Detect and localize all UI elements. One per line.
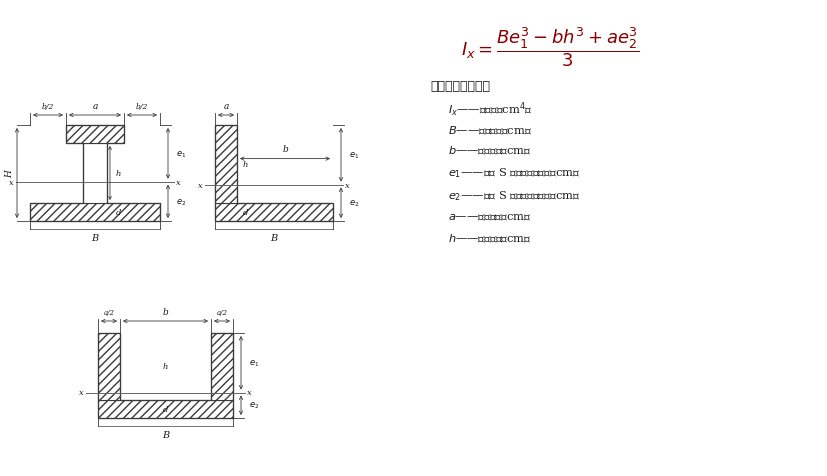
Bar (215, 126, 237, 204)
Text: $e_2$: $e_2$ (249, 400, 260, 411)
Text: d: d (243, 208, 248, 217)
Text: a/2: a/2 (217, 308, 227, 317)
Bar (30, 204, 160, 221)
Text: x: x (345, 181, 350, 189)
Text: b: b (163, 307, 169, 317)
Bar (215, 204, 333, 221)
Text: $e_2$: $e_2$ (176, 197, 186, 207)
Text: x: x (79, 389, 84, 397)
Text: $e_2$: $e_2$ (349, 198, 359, 208)
Text: $e_1$——重心 S 到相应边的距离（cm）: $e_1$——重心 S 到相应边的距离（cm） (448, 166, 580, 179)
Text: $a$——如图所示（cm）: $a$——如图所示（cm） (448, 211, 531, 221)
Bar (211, 333, 233, 400)
Text: a: a (223, 102, 229, 111)
Text: B: B (162, 430, 169, 439)
Text: b/2: b/2 (136, 103, 148, 111)
Text: a/2: a/2 (103, 308, 114, 317)
Text: $b$——如图所示（cm）: $b$——如图所示（cm） (448, 144, 532, 156)
Text: $e_1$: $e_1$ (176, 149, 186, 159)
Text: h: h (243, 161, 248, 169)
Text: b/2: b/2 (42, 103, 55, 111)
Bar (98, 400, 233, 418)
Text: x: x (9, 178, 14, 186)
Text: $I_x = \dfrac{Be_1^3 - bh^3 + ae_2^3}{3}$: $I_x = \dfrac{Be_1^3 - bh^3 + ae_2^3}{3}… (461, 25, 639, 69)
Text: B: B (92, 234, 98, 242)
Text: $e_1$: $e_1$ (249, 358, 260, 368)
Bar (215, 126, 237, 204)
Bar (30, 204, 160, 221)
Text: $B$——如图所示（cm）: $B$——如图所示（cm） (448, 124, 532, 136)
Text: h: h (163, 363, 168, 371)
Bar (211, 333, 233, 400)
Text: H: H (6, 170, 15, 178)
Text: x: x (198, 181, 203, 189)
Text: $h$——如图所示（cm）: $h$——如图所示（cm） (448, 231, 532, 243)
Text: b: b (282, 144, 288, 153)
Bar (98, 333, 120, 400)
Text: 符号意义及单位：: 符号意义及单位： (430, 80, 490, 93)
Bar (66, 126, 124, 144)
Bar (66, 126, 124, 144)
Text: d: d (163, 405, 168, 413)
Bar (98, 333, 120, 400)
Text: a: a (93, 102, 98, 111)
Text: $I_x$——惯性矩（cm$^4$）: $I_x$——惯性矩（cm$^4$） (448, 100, 533, 119)
Text: $e_2$——重心 S 到相应边的距离（cm）: $e_2$——重心 S 到相应边的距离（cm） (448, 188, 580, 202)
Text: B: B (270, 234, 278, 242)
Text: x: x (247, 389, 251, 397)
Text: h: h (116, 169, 122, 178)
Bar (215, 204, 333, 221)
Bar (83, 144, 107, 204)
Bar (98, 400, 233, 418)
Text: $e_1$: $e_1$ (349, 150, 359, 161)
Text: x: x (176, 178, 181, 186)
Text: d: d (116, 208, 122, 217)
